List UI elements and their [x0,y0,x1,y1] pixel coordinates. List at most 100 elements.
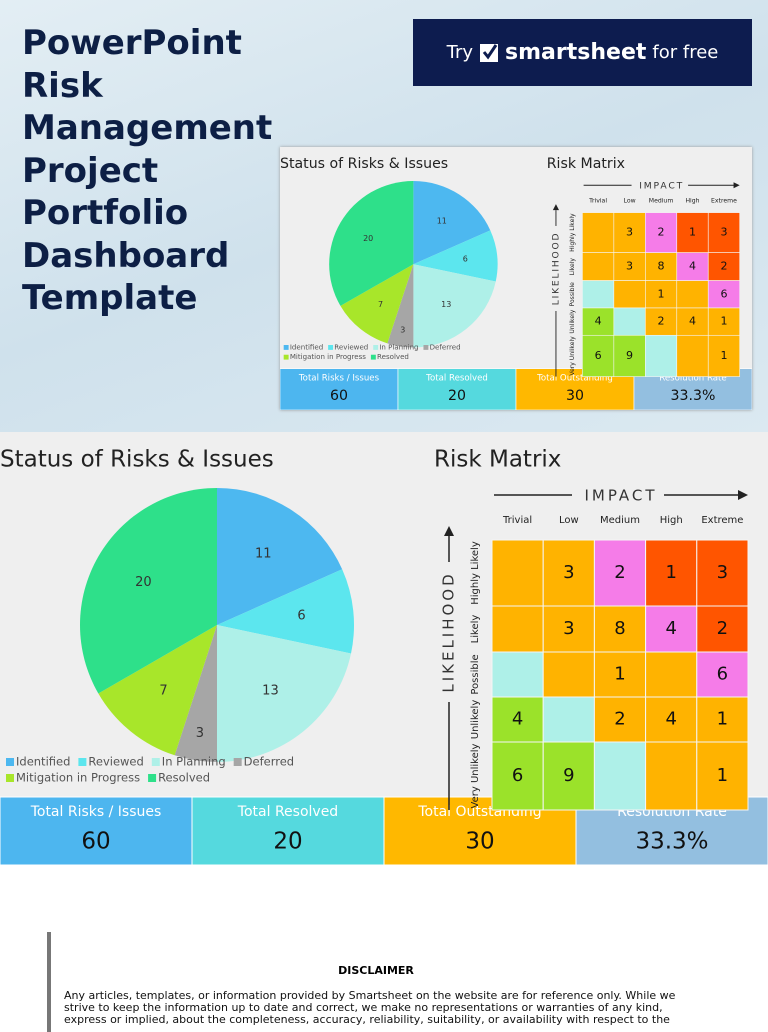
brand-icon [480,43,499,62]
legend-label: Identified [16,755,70,769]
legend-item: Resolved [148,771,210,785]
legend-label: Deferred [430,342,461,351]
matrix-cell [707,307,741,336]
matrix-cell [645,605,698,653]
matrix-cell [613,307,646,336]
impact-label: IMPACT [639,180,684,191]
legend-item: Mitigation in Progress [283,352,366,361]
legend-label: Deferred [244,755,294,769]
legend-label: Mitigation in Progress [16,771,140,785]
slice-label: 7 [378,300,383,309]
matrix-row-label: Likely [569,258,576,276]
matrix-cell-value: 2 [717,618,728,639]
legend-label: Reviewed [334,342,368,351]
matrix-cell [582,280,615,309]
matrix-row-label: Highly Likely [569,213,576,252]
matrix-cell [542,651,595,698]
pie-slice [340,264,414,344]
legend-swatch [423,345,429,350]
banner-try: Try [446,42,474,63]
legend-item: In Planning [151,755,226,769]
legend-item: Reviewed [328,342,368,351]
likelihood-label: LIKELIHOOD [440,571,458,692]
slice-label: 13 [441,300,451,309]
slice-label: 3 [196,726,204,741]
legend-label: Resolved [377,352,409,361]
matrix-row-label: Very Unlikely [569,336,576,376]
matrix-cell-value: 3 [626,226,633,239]
matrix-title: Risk Matrix [547,156,625,172]
matrix-row-label: Possible [470,654,481,694]
likelihood-arrow [444,526,454,536]
matrix-cell-value: 1 [665,562,676,583]
matrix-cell-value: 1 [717,709,728,730]
banner-cta: for free [652,42,719,63]
slice-label: 7 [159,684,167,699]
legend-item: Mitigation in Progress [6,771,140,785]
matrix-cell [593,741,647,811]
slice-label: 13 [262,684,279,699]
matrix-cell [593,696,647,743]
slice-label: 6 [297,609,305,624]
matrix-cell [696,605,749,653]
slice-label: 11 [437,216,447,225]
trial-banner[interactable]: Try smartsheet for free [413,19,752,86]
kpi-label: Total Resolved [237,804,338,820]
matrix-cell-value: 9 [563,765,574,786]
chart-title: Status of Risks & Issues [280,156,448,172]
matrix-cell [491,651,544,698]
matrix-column-label: Extreme [701,515,743,526]
pie-slice [98,625,217,756]
matrix-cell-value: 4 [512,709,523,730]
matrix-cell-value: 2 [614,562,625,583]
legend-swatch [78,758,87,766]
matrix-cell-value: 6 [595,349,602,362]
matrix-cell-value: 1 [717,765,728,786]
matrix-column-label: Extreme [711,197,737,204]
legend-item: Identified [283,342,323,351]
matrix-cell [542,539,595,607]
slice-label: 3 [400,326,405,335]
matrix-cell [645,651,698,698]
pie-slice [329,181,414,306]
matrix-cell-value: 4 [665,709,676,730]
matrix-cell [696,651,749,698]
matrix-title: Risk Matrix [434,447,561,473]
matrix-column-label: Trivial [588,197,607,204]
impact-label: IMPACT [584,487,657,505]
legend-label: In Planning [379,342,418,351]
kpi-label: Resolution Rate [659,373,726,383]
banner-brand: smartsheet [505,40,647,65]
matrix-cell-value: 3 [626,260,633,273]
matrix-cell-value: 1 [614,664,625,685]
matrix-row-label: Unlikely [569,309,576,333]
matrix-cell [491,741,544,811]
matrix-cell-value: 3 [563,562,574,583]
matrix-column-label: Medium [600,515,640,526]
matrix-cell-value: 4 [689,260,696,273]
pie-slice [217,625,352,762]
legend-swatch [151,758,160,766]
matrix-cell [613,252,646,281]
matrix-cell-value: 4 [595,315,602,328]
matrix-cell [542,741,595,811]
pie-slice [79,488,217,694]
kpi-tile [191,796,385,865]
matrix-cell [582,252,615,281]
matrix-cell-value: 2 [720,260,727,273]
matrix-cell-value: 9 [626,349,633,362]
matrix-cell-value: 2 [614,709,625,730]
kpi-value: 30 [465,829,494,855]
matrix-cell-value: 8 [658,260,665,273]
slice-label: 11 [255,546,272,561]
matrix-cell-value: 2 [658,315,665,328]
legend-label: Reviewed [88,755,143,769]
matrix-cell-value: 3 [563,618,574,639]
kpi-value: 33.3% [635,829,708,855]
matrix-cell-value: 3 [720,226,727,239]
legend-swatch [148,774,157,782]
kpi-label: Total Outstanding [536,373,613,383]
legend-swatch [283,354,289,360]
matrix-cell-value: 8 [614,618,625,639]
legend-swatch [373,345,379,350]
